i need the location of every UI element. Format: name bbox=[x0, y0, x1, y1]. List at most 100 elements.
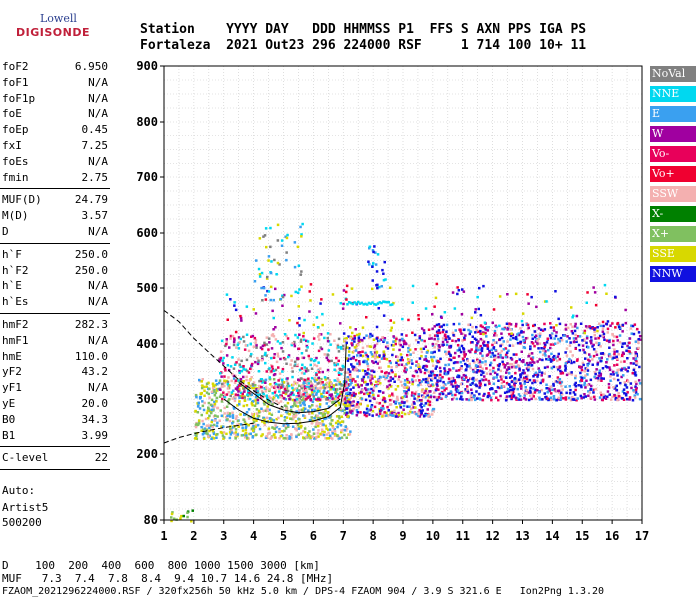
echo-point bbox=[361, 378, 364, 381]
echo-point bbox=[341, 409, 345, 412]
echo-point bbox=[240, 319, 243, 322]
echo-point bbox=[524, 337, 528, 340]
echo-point bbox=[480, 373, 483, 377]
echo-point bbox=[252, 415, 255, 418]
echo-point bbox=[274, 287, 277, 291]
echo-point bbox=[350, 381, 353, 384]
echo-point bbox=[434, 342, 438, 346]
echo-point bbox=[194, 410, 197, 413]
param-row-d: D N/A bbox=[2, 225, 108, 239]
echo-point bbox=[452, 322, 456, 326]
echo-point bbox=[499, 375, 503, 378]
echo-point bbox=[593, 334, 596, 337]
echo-point bbox=[456, 344, 460, 347]
echo-point bbox=[527, 398, 531, 402]
echo-point bbox=[375, 337, 378, 340]
echo-point bbox=[244, 436, 247, 439]
echo-point bbox=[368, 413, 371, 416]
legend-item-sse: SSE bbox=[650, 246, 696, 262]
echo-point bbox=[390, 411, 394, 415]
echo-point bbox=[228, 412, 232, 415]
echo-point bbox=[385, 371, 388, 374]
echo-point bbox=[308, 290, 311, 293]
echo-point bbox=[399, 358, 402, 362]
echo-point bbox=[344, 401, 347, 405]
echo-point bbox=[574, 338, 578, 342]
echo-point bbox=[311, 411, 314, 415]
echo-point bbox=[417, 412, 421, 416]
echo-point bbox=[605, 292, 608, 295]
echo-point bbox=[422, 347, 426, 350]
echo-point bbox=[577, 384, 580, 387]
echo-point bbox=[393, 409, 396, 413]
echo-point bbox=[486, 394, 490, 398]
echo-point bbox=[533, 361, 536, 364]
echo-point bbox=[435, 282, 439, 286]
echo-point bbox=[530, 397, 533, 401]
echo-point bbox=[638, 397, 642, 401]
echo-point bbox=[340, 415, 343, 418]
echo-point bbox=[592, 343, 595, 347]
echo-point bbox=[285, 405, 288, 409]
echo-point bbox=[600, 393, 603, 397]
echo-point bbox=[580, 368, 584, 372]
echo-point bbox=[598, 322, 601, 325]
echo-point bbox=[229, 337, 232, 340]
echo-point bbox=[597, 343, 601, 347]
echo-point bbox=[359, 338, 363, 342]
echo-point bbox=[531, 392, 535, 396]
echo-point bbox=[629, 382, 633, 385]
echo-point bbox=[604, 397, 608, 400]
echo-point bbox=[482, 378, 485, 382]
echo-point bbox=[214, 418, 217, 421]
echo-point bbox=[238, 395, 242, 398]
echo-point bbox=[590, 342, 593, 345]
echo-point bbox=[376, 302, 380, 305]
echo-point bbox=[403, 386, 406, 389]
echo-point bbox=[325, 433, 329, 436]
echo-point bbox=[587, 394, 590, 397]
echo-point bbox=[592, 388, 595, 392]
echo-point bbox=[283, 436, 286, 440]
echo-point bbox=[626, 391, 629, 394]
echo-point bbox=[415, 364, 418, 367]
echo-point bbox=[231, 416, 235, 419]
echo-point bbox=[311, 404, 314, 407]
echo-point bbox=[228, 384, 231, 387]
y-tick-label: 700 bbox=[136, 170, 158, 184]
echo-point bbox=[546, 391, 549, 394]
echo-point bbox=[356, 375, 359, 378]
echo-point bbox=[547, 398, 550, 402]
legend-item-ssw: SSW bbox=[650, 186, 696, 202]
echo-point bbox=[551, 388, 554, 391]
echo-point bbox=[296, 336, 300, 339]
echo-point bbox=[593, 398, 597, 401]
echo-point bbox=[234, 396, 237, 399]
echo-point bbox=[281, 341, 285, 344]
echo-point bbox=[378, 354, 381, 357]
echo-point bbox=[500, 381, 504, 385]
echo-point bbox=[233, 363, 237, 366]
echo-point bbox=[501, 360, 504, 364]
echo-point bbox=[318, 390, 321, 393]
echo-point bbox=[578, 365, 581, 369]
echo-point bbox=[461, 288, 464, 291]
param-key: h`F bbox=[2, 247, 22, 261]
echo-point bbox=[243, 413, 246, 416]
echo-point bbox=[623, 342, 626, 345]
echo-point bbox=[482, 394, 485, 397]
echo-point bbox=[251, 412, 254, 416]
echo-point bbox=[307, 382, 310, 385]
echo-point bbox=[460, 376, 464, 379]
echo-point bbox=[270, 347, 274, 350]
param-row-fof1: foF1 N/A bbox=[2, 76, 108, 90]
echo-point bbox=[234, 437, 237, 440]
echo-point bbox=[431, 407, 435, 411]
param-value: 0.45 bbox=[81, 123, 109, 137]
echo-point bbox=[320, 347, 324, 351]
echo-point bbox=[368, 245, 372, 248]
echo-point bbox=[598, 369, 601, 372]
echo-point bbox=[411, 382, 414, 386]
echo-point bbox=[558, 358, 562, 361]
echo-point bbox=[227, 376, 230, 379]
